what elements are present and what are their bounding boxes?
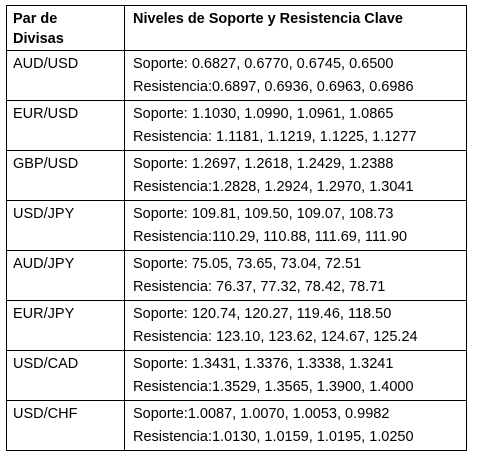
pair-cell: AUD/USD	[6, 50, 125, 101]
levels-cell: Soporte: 1.2697, 1.2618, 1.2429, 1.2388 …	[124, 150, 467, 201]
table-row: AUD/JPY Soporte: 75.05, 73.65, 73.04, 72…	[6, 250, 467, 301]
support-levels: Soporte: 120.74, 120.27, 119.46, 118.50	[133, 306, 392, 322]
levels-cell: Soporte:1.0087, 1.0070, 1.0053, 0.9982 R…	[124, 400, 467, 451]
levels-cell: Soporte: 1.3431, 1.3376, 1.3338, 1.3241 …	[124, 350, 467, 401]
table-row: EUR/USD Soporte: 1.1030, 1.0990, 1.0961,…	[6, 100, 467, 151]
levels-cell: Soporte: 0.6827, 0.6770, 0.6745, 0.6500 …	[124, 50, 467, 101]
resistance-levels: Resistencia:0.6897, 0.6936, 0.6963, 0.69…	[133, 79, 414, 95]
levels-table-container: Par de Divisas Niveles de Soporte y Resi…	[6, 5, 467, 451]
pair-cell: GBP/USD	[6, 150, 125, 201]
resistance-levels: Resistencia:1.2828, 1.2924, 1.2970, 1.30…	[133, 179, 414, 195]
pair-cell: EUR/JPY	[6, 300, 125, 351]
support-resistance-table: Par de Divisas Niveles de Soporte y Resi…	[6, 5, 467, 451]
support-levels: Soporte:1.0087, 1.0070, 1.0053, 0.9982	[133, 406, 390, 422]
support-levels: Soporte: 75.05, 73.65, 73.04, 72.51	[133, 256, 362, 272]
table-row: GBP/USD Soporte: 1.2697, 1.2618, 1.2429,…	[6, 150, 467, 201]
header-currency-pair: Par de Divisas	[6, 5, 125, 51]
resistance-levels: Resistencia: 76.37, 77.32, 78.42, 78.71	[133, 279, 386, 295]
resistance-levels: Resistencia: 123.10, 123.62, 124.67, 125…	[133, 329, 418, 345]
resistance-levels: Resistencia:1.3529, 1.3565, 1.3900, 1.40…	[133, 379, 414, 395]
table-row: EUR/JPY Soporte: 120.74, 120.27, 119.46,…	[6, 300, 467, 351]
support-levels: Soporte: 109.81, 109.50, 109.07, 108.73	[133, 206, 394, 222]
resistance-levels: Resistencia: 1.1181, 1.1219, 1.1225, 1.1…	[133, 129, 417, 145]
header-currency-pair-line2: Divisas	[13, 31, 64, 47]
table-row: AUD/USD Soporte: 0.6827, 0.6770, 0.6745,…	[6, 50, 467, 101]
support-levels: Soporte: 0.6827, 0.6770, 0.6745, 0.6500	[133, 56, 394, 72]
pair-cell: EUR/USD	[6, 100, 125, 151]
resistance-levels: Resistencia:1.0130, 1.0159, 1.0195, 1.02…	[133, 429, 414, 445]
table-row: USD/CAD Soporte: 1.3431, 1.3376, 1.3338,…	[6, 350, 467, 401]
pair-cell: USD/CHF	[6, 400, 125, 451]
levels-cell: Soporte: 75.05, 73.65, 73.04, 72.51 Resi…	[124, 250, 467, 301]
header-currency-pair-line1: Par de	[13, 11, 58, 27]
pair-cell: USD/CAD	[6, 350, 125, 401]
levels-cell: Soporte: 120.74, 120.27, 119.46, 118.50 …	[124, 300, 467, 351]
table-row: USD/CHF Soporte:1.0087, 1.0070, 1.0053, …	[6, 400, 467, 451]
header-row: Par de Divisas Niveles de Soporte y Resi…	[6, 5, 467, 51]
levels-cell: Soporte: 109.81, 109.50, 109.07, 108.73 …	[124, 200, 467, 251]
table-body: AUD/USD Soporte: 0.6827, 0.6770, 0.6745,…	[6, 50, 467, 451]
support-levels: Soporte: 1.1030, 1.0990, 1.0961, 1.0865	[133, 106, 394, 122]
support-levels: Soporte: 1.3431, 1.3376, 1.3338, 1.3241	[133, 356, 394, 372]
pair-cell: USD/JPY	[6, 200, 125, 251]
resistance-levels: Resistencia:110.29, 110.88, 111.69, 111.…	[133, 229, 408, 245]
table-header: Par de Divisas Niveles de Soporte y Resi…	[6, 5, 467, 51]
levels-cell: Soporte: 1.1030, 1.0990, 1.0961, 1.0865 …	[124, 100, 467, 151]
pair-cell: AUD/JPY	[6, 250, 125, 301]
table-row: USD/JPY Soporte: 109.81, 109.50, 109.07,…	[6, 200, 467, 251]
support-levels: Soporte: 1.2697, 1.2618, 1.2429, 1.2388	[133, 156, 394, 172]
header-key-levels: Niveles de Soporte y Resistencia Clave	[124, 5, 467, 51]
